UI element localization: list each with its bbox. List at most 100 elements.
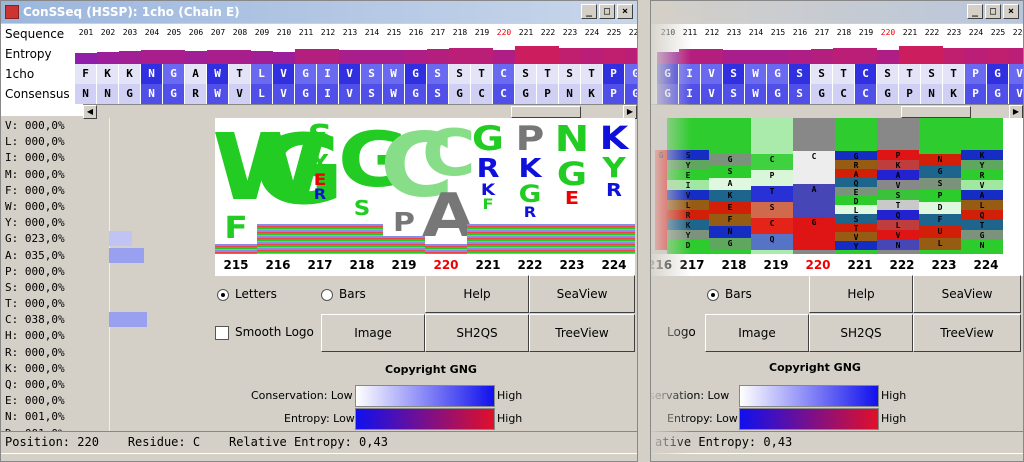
close-button[interactable]: ×: [617, 4, 633, 19]
sh2qs-button-2[interactable]: SH2QS: [809, 314, 913, 352]
image-button-2[interactable]: Image: [705, 314, 809, 352]
consensus-residue: V: [701, 84, 723, 104]
maximize-button-2[interactable]: □: [985, 4, 1001, 19]
maximize-button[interactable]: □: [599, 4, 615, 19]
logo-letter: A: [421, 181, 476, 251]
title-bar[interactable]: ConSSeq (HSSP): 1cho (Chain E) _ □ ×: [1, 1, 637, 23]
bar-segment: [709, 166, 751, 178]
consensus-residue: P: [603, 84, 625, 104]
position-number: 223: [946, 28, 962, 37]
minimize-button-2[interactable]: _: [967, 4, 983, 19]
bar-segment: [835, 178, 877, 187]
help-button[interactable]: Help: [425, 275, 529, 313]
bar-column-220[interactable]: C A G: [793, 118, 835, 254]
bar-segment: [835, 232, 877, 241]
radio-letters[interactable]: Letters: [217, 287, 277, 301]
logo-position-number: 218: [349, 258, 375, 272]
consensus-residue: S: [789, 84, 811, 104]
bar-letter: A: [853, 170, 859, 179]
copyright-text: Copyright GNG: [385, 363, 477, 376]
smooth-logo-checkbox[interactable]: Smooth Logo: [215, 325, 314, 340]
frequency-row: N: 001,0%: [1, 409, 213, 425]
bar-letter: L: [979, 201, 985, 210]
bar-segment: [835, 151, 877, 160]
consensus-residue: N: [141, 84, 163, 104]
smooth-logo-check[interactable]: [215, 325, 229, 340]
consensus-row[interactable]: NNGNGRWVLVGIVSWGSGCCGPNKPGVY: [75, 84, 637, 104]
help-button-2[interactable]: Help: [809, 275, 913, 313]
entropy-bar: [965, 48, 987, 64]
frequency-text: A: 035,0%: [5, 248, 65, 262]
radio-bars-2[interactable]: Bars: [707, 287, 752, 301]
bars-position-number: 216: [651, 258, 673, 272]
logo-letter: F: [482, 197, 494, 213]
bar-segment: [961, 160, 1003, 170]
scroll-right-arrow-icon[interactable]: ▶: [623, 105, 637, 119]
radio-letters-indicator[interactable]: [217, 288, 229, 301]
bar-letter: S: [727, 167, 733, 176]
logo-column-216[interactable]: G: [254, 118, 344, 254]
image-button[interactable]: Image: [321, 314, 425, 352]
bar-letter: C: [769, 155, 775, 164]
frequency-text: K: 000,0%: [5, 361, 65, 375]
bar-segment: [793, 217, 835, 250]
sh2qs-button[interactable]: SH2QS: [425, 314, 529, 352]
sequence-row-2[interactable]: GIVSWGSSTCSTSTPGVY: [657, 64, 1023, 84]
position-number: 214: [748, 28, 764, 37]
title-bar-2[interactable]: _ □ ×: [651, 1, 1023, 23]
smooth-logo-partial[interactable]: Logo: [667, 325, 696, 339]
consensus-residue: G: [515, 84, 537, 104]
treeview-button[interactable]: TreeView: [529, 314, 635, 352]
bars-position-number: 223: [931, 258, 957, 272]
entropy-bar: [537, 46, 559, 64]
position-number: 226: [1012, 28, 1023, 37]
radio-bars-indicator-2[interactable]: [707, 288, 719, 301]
radio-bars[interactable]: Bars: [321, 287, 366, 301]
status-residue: Residue: C: [127, 435, 201, 449]
close-button-2[interactable]: ×: [1003, 4, 1019, 19]
sequence-logo[interactable]: WFGSYERGSCPCAGGRKFPKGRNGEKYR: [215, 118, 635, 254]
sequence-panel-2: 210 211 212 213 214 215 216 217 218 219 220 221 222 2…: [651, 24, 1023, 119]
seaview-button[interactable]: SeaView: [529, 275, 635, 313]
bar-segment: [961, 150, 1003, 160]
position-number: 226: [628, 28, 638, 37]
bar-segment: [751, 186, 793, 202]
scroll-right-arrow-icon-2[interactable]: ▶: [1009, 105, 1023, 119]
bar-letter: E: [685, 171, 691, 180]
position-number: 215: [770, 28, 786, 37]
sequence-row[interactable]: FKKNGAWTLVGIVSWGSSTCSTSTPGVY: [75, 64, 637, 84]
entropy-bar: [603, 48, 625, 64]
bar-segment: [877, 180, 919, 190]
horizontal-scrollbar-2[interactable]: ▶: [651, 104, 1023, 119]
position-number: 204: [144, 28, 160, 37]
radio-bars-indicator[interactable]: [321, 288, 333, 301]
scroll-thumb[interactable]: [511, 106, 581, 118]
consensus-row-2[interactable]: GIVSWGSGCCGPNKPGVY: [657, 84, 1023, 104]
seaview-button-2[interactable]: SeaView: [913, 275, 1021, 313]
logo-column-220[interactable]: CAG: [421, 118, 476, 254]
horizontal-scrollbar[interactable]: ◀ ▶: [83, 104, 637, 119]
position-number: 217: [814, 28, 830, 37]
scroll-thumb-2[interactable]: [901, 106, 971, 118]
treeview-button-2[interactable]: TreeView: [913, 314, 1021, 352]
scroll-left-arrow-icon[interactable]: ◀: [83, 105, 97, 119]
bar-column-216[interactable]: G: [655, 118, 667, 254]
minimize-button[interactable]: _: [581, 4, 597, 19]
position-number: 202: [100, 28, 116, 37]
